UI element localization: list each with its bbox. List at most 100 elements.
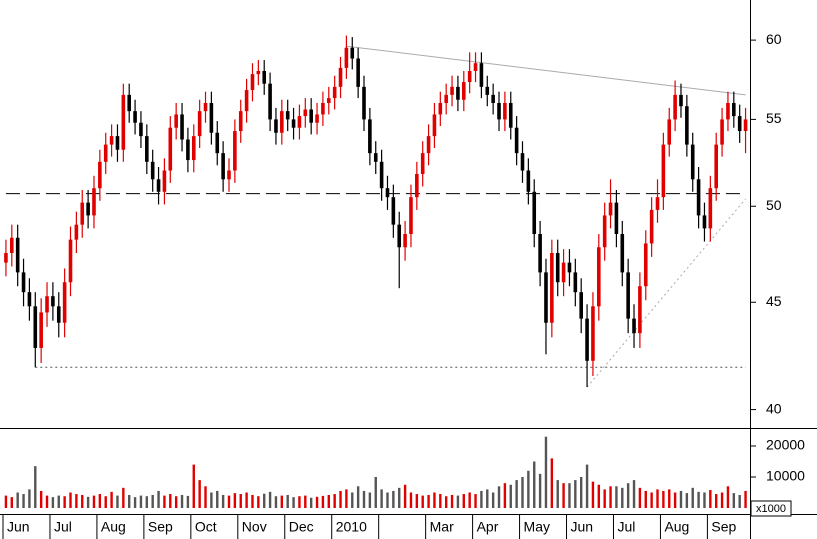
candle-body	[244, 90, 249, 112]
candle-body	[608, 202, 613, 216]
candle-body	[197, 111, 202, 137]
volume-bar	[644, 490, 647, 508]
volume-bar	[527, 470, 530, 508]
volume-tick-label: 20000	[766, 437, 805, 453]
volume-bar	[491, 492, 495, 508]
volume-unit-box	[750, 500, 792, 517]
candle-body	[679, 94, 683, 107]
volume-bar	[221, 494, 225, 508]
candle-body	[461, 82, 466, 100]
candle-body	[661, 144, 666, 198]
x-tick-label: Jul	[617, 519, 635, 535]
candle-body	[479, 63, 484, 87]
candle-body	[632, 318, 636, 334]
volume-bar	[198, 480, 201, 508]
volume-bar	[257, 496, 260, 508]
candle-body	[597, 247, 601, 307]
volume-bar	[392, 490, 395, 508]
candle-body	[397, 224, 402, 248]
volume-bar	[298, 496, 301, 508]
volume-bar	[638, 487, 642, 508]
candle-body	[456, 86, 460, 100]
candle-body	[373, 153, 378, 162]
candle-body	[39, 312, 43, 348]
x-tick-label: Dec	[289, 519, 314, 535]
x-tick-label: Aug	[664, 519, 689, 535]
volume-bar	[139, 495, 143, 508]
x-tick-label: Sep	[711, 519, 736, 535]
candle-body	[638, 286, 642, 334]
volume-bar	[51, 497, 55, 508]
candle-body	[467, 71, 472, 83]
volume-bar	[292, 497, 295, 508]
candle-body	[655, 197, 660, 210]
x-tick-label: Jun	[7, 519, 30, 535]
volume-bar	[163, 495, 166, 508]
candle-body	[156, 179, 161, 192]
volume-bar	[227, 495, 231, 508]
candle-body	[227, 170, 231, 180]
volume-bar	[339, 490, 342, 508]
candle-body	[321, 102, 325, 115]
x-tick-label: Apr	[477, 519, 499, 535]
candle-body	[702, 215, 707, 229]
volume-bar	[327, 494, 330, 508]
volume-bar	[174, 496, 178, 508]
y-tick-label: 55	[766, 110, 782, 126]
volume-bar	[697, 491, 700, 508]
y-tick-label: 60	[766, 31, 782, 47]
x-tick-label: May	[524, 519, 550, 535]
volume-bar	[715, 494, 718, 508]
volume-bar	[450, 494, 454, 508]
candle-body	[368, 119, 372, 154]
volume-unit: x1000	[756, 503, 786, 515]
candle-body	[145, 136, 149, 162]
candle-body	[585, 318, 589, 361]
volume-bar	[462, 494, 465, 508]
candle-body	[567, 262, 572, 273]
x-tick-label: Jun	[571, 519, 594, 535]
candle-body	[103, 144, 108, 162]
candle-body	[602, 215, 607, 248]
candle-body	[92, 188, 96, 216]
candle-body	[685, 106, 689, 145]
volume-bar	[128, 494, 131, 508]
candle-body	[168, 127, 173, 171]
volume-bar	[133, 497, 137, 508]
candle-body	[191, 136, 196, 161]
volume-bar	[245, 492, 248, 508]
volume-bar	[186, 495, 190, 508]
volume-bar	[521, 476, 524, 508]
candle-body	[10, 237, 14, 253]
candle-body	[514, 127, 519, 154]
candle-body	[27, 292, 32, 307]
candle-body	[68, 239, 73, 283]
volume-bar	[151, 494, 154, 508]
candle-body	[520, 153, 525, 171]
candle-body	[544, 272, 548, 323]
annotation-line	[586, 198, 746, 388]
volume-bar	[75, 494, 78, 508]
volume-bar	[34, 466, 37, 508]
volume-bar	[503, 483, 507, 508]
volume-bar	[351, 492, 354, 508]
volume-bar	[16, 492, 19, 508]
volume-bar	[732, 493, 736, 508]
candle-body	[620, 234, 625, 273]
volume-bar	[621, 487, 624, 508]
volume-bar	[591, 481, 595, 508]
candle-body	[4, 252, 8, 263]
y-tick-label: 45	[766, 293, 782, 309]
volume-bar	[626, 483, 630, 508]
candle-body	[174, 114, 178, 128]
candle-body	[532, 191, 537, 235]
candle-body	[121, 94, 126, 150]
candle-body	[385, 188, 390, 198]
volume-bar	[315, 496, 319, 508]
volume-bar	[210, 492, 213, 508]
x-tick-label: Mar	[430, 519, 454, 535]
volume-bar	[4, 495, 8, 508]
volume-bar	[321, 495, 325, 508]
